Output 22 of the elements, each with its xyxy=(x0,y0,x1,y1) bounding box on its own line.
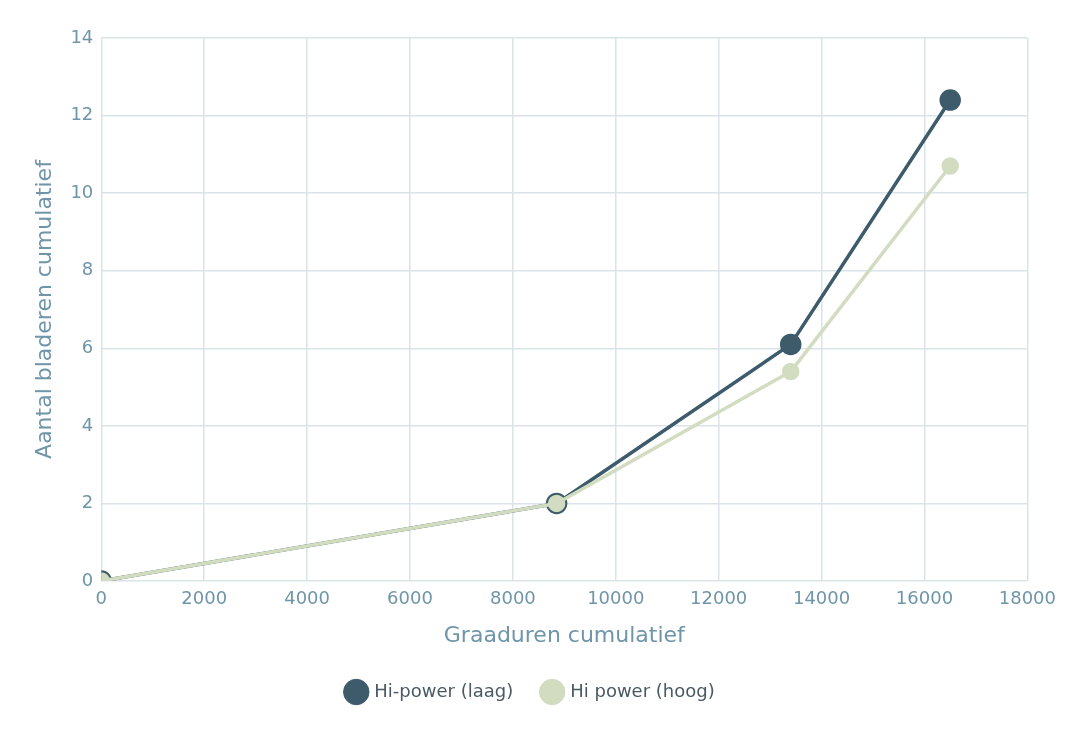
x-tick-label: 18000 xyxy=(998,587,1056,609)
x-tick-label: 4000 xyxy=(284,587,330,609)
y-tick-label: 2 xyxy=(81,491,94,513)
y-tick-label: 14 xyxy=(70,25,94,47)
legend-label: Hi-power (laag) xyxy=(374,679,514,701)
x-axis-title: Graaduren cumulatief xyxy=(443,621,687,647)
y-tick-label: 0 xyxy=(81,568,94,590)
x-tick-label: 10000 xyxy=(587,587,645,609)
y-tick-label: 12 xyxy=(70,103,94,125)
x-tick-label: 14000 xyxy=(792,587,851,609)
y-tick-label: 6 xyxy=(81,335,94,357)
y-axis-title: Aantal bladeren cumulatief xyxy=(30,158,56,459)
x-tick-label: 2000 xyxy=(181,587,228,609)
x-tick-label: 12000 xyxy=(690,587,748,609)
x-tick-label: 6000 xyxy=(387,587,433,609)
x-tick-label: 0 xyxy=(95,587,108,609)
x-tick-label: 16000 xyxy=(895,587,954,609)
legend-label: Hi power (hoog) xyxy=(570,679,715,701)
x-tick-label: 8000 xyxy=(489,587,536,609)
y-tick-label: 10 xyxy=(70,180,94,202)
y-tick-label: 8 xyxy=(81,258,94,280)
y-tick-label: 4 xyxy=(81,413,94,435)
